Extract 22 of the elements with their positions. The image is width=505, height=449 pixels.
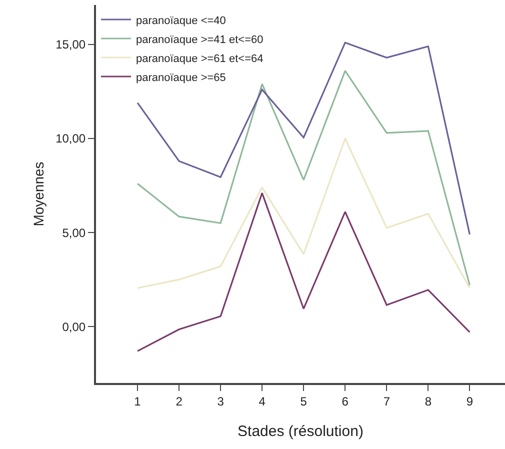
x-tick-label: 2 (176, 394, 183, 408)
line-series (136, 192, 471, 352)
line-series (136, 70, 471, 286)
x-tick-label: 4 (258, 394, 266, 408)
legend-label: paranoïaque >=65 (136, 72, 226, 84)
legend-label: paranoïaque <=40 (136, 14, 226, 27)
x-tick-label: 8 (424, 394, 432, 408)
x-tick-label: 6 (342, 394, 349, 408)
x-axis-title: Stades (résolution) (238, 422, 364, 440)
y-tick-label: 5,00 (62, 226, 86, 240)
line-series (136, 138, 471, 289)
y-tick-label: 15,00 (56, 38, 86, 52)
x-tick-label: 7 (383, 394, 390, 408)
legend-label: paranoïaque >=41 et<=60 (136, 34, 264, 46)
y-axis-title: Moyennes (30, 162, 47, 226)
x-tick-label: 1 (134, 394, 142, 408)
x-tick-label: 3 (217, 394, 224, 408)
legend-label: paranoïaque >=61 et<=64 (136, 52, 264, 65)
y-tick-label: 0,00 (62, 320, 86, 334)
x-tick-label: 9 (466, 394, 474, 408)
y-tick-label: 10,00 (56, 132, 86, 146)
x-tick-label: 5 (300, 394, 308, 408)
